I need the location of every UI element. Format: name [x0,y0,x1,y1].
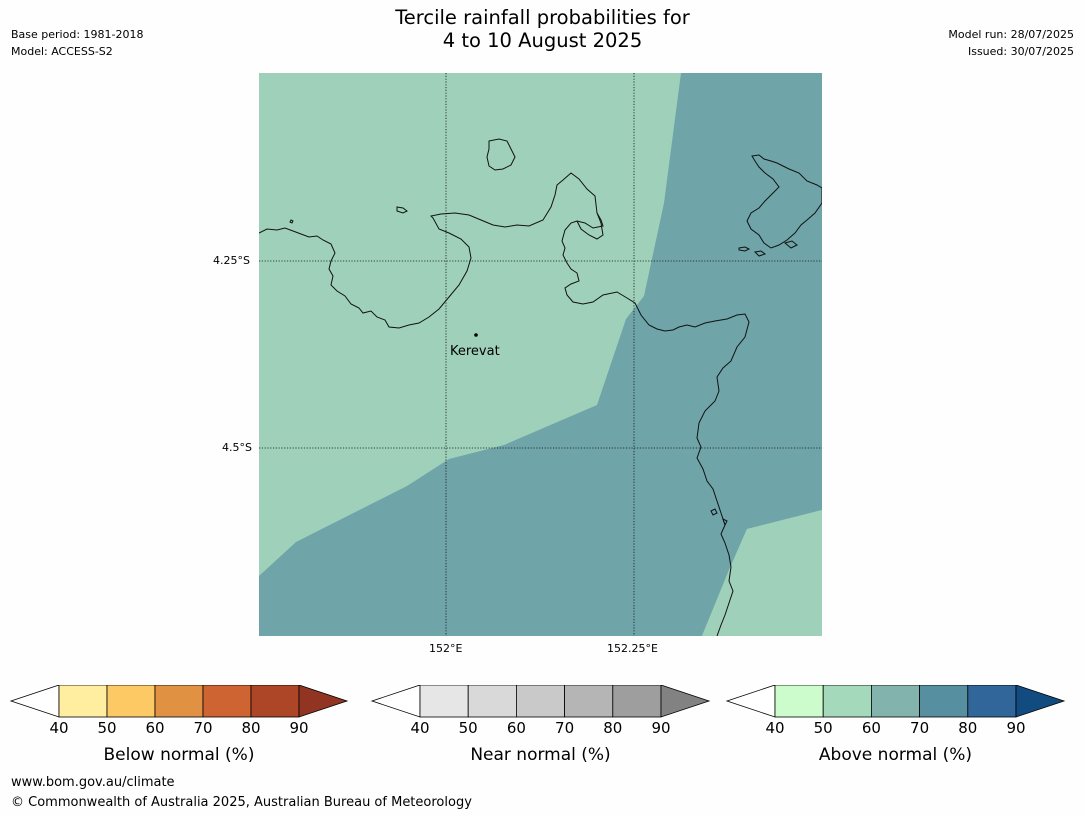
footer-url: www.bom.gov.au/climate [11,775,175,790]
islet-east-1 [738,246,751,252]
colorbar-tick-label: 80 [958,719,978,737]
colorbar-tick-label: 70 [910,719,930,737]
colorbar-tick-label: 90 [289,719,309,737]
lon-label-152: 152°E [429,642,463,655]
near-normal-region-corner [702,510,822,636]
colorbar-tick-label: 40 [49,719,69,737]
colorbar-label-below-normal: Below normal (%) [103,745,255,765]
islet-east-2 [753,250,767,257]
colorbar-swatch [871,685,921,718]
issued-date: Issued: 30/07/2025 [967,45,1074,58]
lat-label-4-25: 4.25°S [213,254,250,267]
colorbar-tick-label: 50 [458,719,478,737]
colorbar-tick-label: 50 [813,719,833,737]
colorbar-tick-label: 40 [410,719,430,737]
colorbar-label-above-normal: Above normal (%) [818,745,973,765]
colorbar-tick-label: 90 [1006,719,1026,737]
colorbar-below-normal [9,685,349,718]
lon-label-152-25: 152.25°E [607,642,658,655]
colorbar-above-normal [725,685,1066,718]
title-line-2: 4 to 10 August 2025 [442,29,643,52]
colorbar-swatch [250,685,300,718]
islet-west [289,219,294,224]
colorbar-swatch [106,685,156,718]
colorbar-tick-label: 40 [765,719,785,737]
colorbar-swatch [822,685,872,718]
colorbar-swatch [58,685,108,718]
islet-east-4 [710,508,718,516]
colorbar-tick-label: 60 [506,719,526,737]
colorbar-swatch [967,685,1017,718]
islet-east-3 [783,240,798,249]
probability-map: Kerevat [259,73,822,636]
meta-left: Base period: 1981-2018 Model: ACCESS-S2 [11,26,143,60]
islet-east-5 [722,518,728,527]
colorbar-tick-label: 70 [555,719,575,737]
island-small [396,206,408,214]
colorbar-tick-label: 80 [241,719,261,737]
map-title: Tercile rainfall probabilities for 4 to … [0,6,1085,52]
title-line-1: Tercile rainfall probabilities for [395,6,690,29]
coastlines [259,138,822,636]
colorbar-over-triangle [660,685,711,718]
lat-label-4-5: 4.5°S [222,441,252,454]
colorbar-tick-label: 60 [145,719,165,737]
island-north [486,138,516,171]
colorbar-label-near-normal: Near normal (%) [470,745,611,765]
colorbar-under-triangle [725,685,776,718]
coastline-northeast-bay [576,212,604,240]
footer-copyright: © Commonwealth of Australia 2025, Austra… [11,795,472,810]
colorbar-tick-label: 70 [193,719,213,737]
town-marker-kerevat [474,333,478,337]
meta-right: Model run: 28/07/2025 Issued: 30/07/2025 [948,26,1074,60]
model-run: Model run: 28/07/2025 [948,28,1074,41]
colorbar-near-normal [370,685,711,718]
colorbar-swatch [564,685,614,718]
above-normal-region [259,73,822,636]
colorbar-over-triangle [298,685,349,718]
colorbar-swatch [154,685,204,718]
colorbar-tick-label: 50 [97,719,117,737]
colorbar-swatch [419,685,469,718]
colorbar-over-triangle [1015,685,1066,718]
colorbar-tick-label: 90 [651,719,671,737]
colorbar-tick-label: 80 [603,719,623,737]
town-label-kerevat: Kerevat [450,344,500,359]
colorbar-tick-label: 60 [861,719,881,737]
colorbar-swatch [774,685,824,718]
model-name: Model: ACCESS-S2 [11,45,113,58]
base-period: Base period: 1981-2018 [11,28,144,41]
colorbar-swatch [919,685,969,718]
island-east-cluster [746,154,822,249]
